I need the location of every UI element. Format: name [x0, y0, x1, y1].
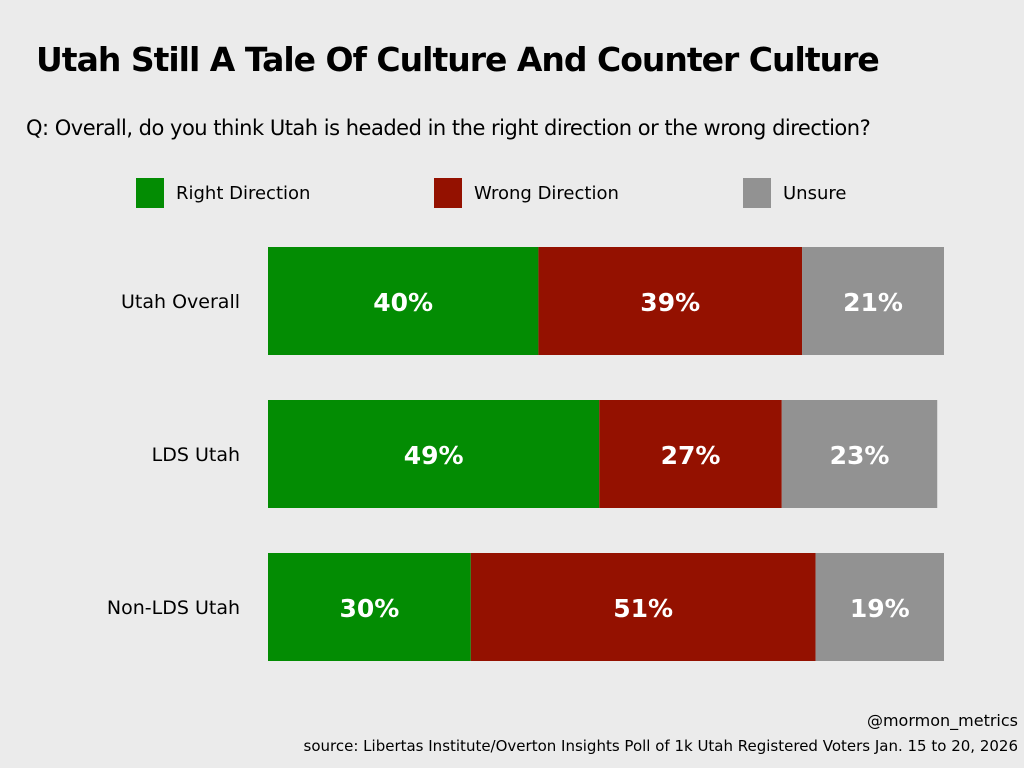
bar-non-lds-utah-unsure	[815, 553, 944, 661]
chart-title: Utah Still A Tale Of Culture And Counter…	[36, 40, 880, 79]
legend-item-right-direction: Right Direction	[136, 177, 310, 209]
bar-utah-overall-unsure	[802, 247, 944, 355]
legend-label-wrong-direction: Wrong Direction	[474, 182, 619, 204]
data-label-lds-utah-unsure: 23%	[830, 441, 890, 470]
legend-swatch-unsure	[743, 178, 771, 208]
data-label-utah-overall-right-direction: 40%	[373, 288, 433, 317]
legend-item-wrong-direction: Wrong Direction	[434, 177, 619, 209]
data-label-non-lds-utah-unsure: 19%	[850, 594, 910, 623]
bar-lds-utah-unsure	[781, 400, 938, 508]
chart-subtitle: Q: Overall, do you think Utah is headed …	[26, 116, 871, 140]
legend-swatch-wrong-direction	[434, 178, 462, 208]
data-label-lds-utah-wrong-direction: 27%	[661, 441, 721, 470]
bar-lds-utah-right-direction	[268, 400, 600, 508]
legend-label-unsure: Unsure	[783, 182, 847, 204]
bar-non-lds-utah-wrong-direction	[470, 553, 816, 661]
data-label-utah-overall-unsure: 21%	[843, 288, 903, 317]
bar-non-lds-utah-right-direction	[268, 553, 471, 661]
category-label-utah-overall: Utah Overall	[121, 291, 240, 313]
legend-item-unsure: Unsure	[743, 177, 846, 209]
bar-utah-overall-wrong-direction	[538, 247, 803, 355]
category-label-non-lds-utah: Non-LDS Utah	[107, 597, 240, 619]
data-label-lds-utah-right-direction: 49%	[404, 441, 464, 470]
category-label-lds-utah: LDS Utah	[152, 444, 240, 466]
bar-utah-overall-right-direction	[268, 247, 539, 355]
bar-lds-utah-wrong-direction	[599, 400, 782, 508]
data-label-utah-overall-wrong-direction: 39%	[640, 288, 700, 317]
footer-handle: @mormon_metrics	[866, 711, 1018, 730]
footer-source: source: Libertas Institute/Overton Insig…	[303, 737, 1018, 755]
data-label-non-lds-utah-wrong-direction: 51%	[613, 594, 673, 623]
legend-label-right-direction: Right Direction	[176, 182, 311, 204]
legend-swatch-right-direction	[136, 178, 164, 208]
data-label-non-lds-utah-right-direction: 30%	[339, 594, 399, 623]
